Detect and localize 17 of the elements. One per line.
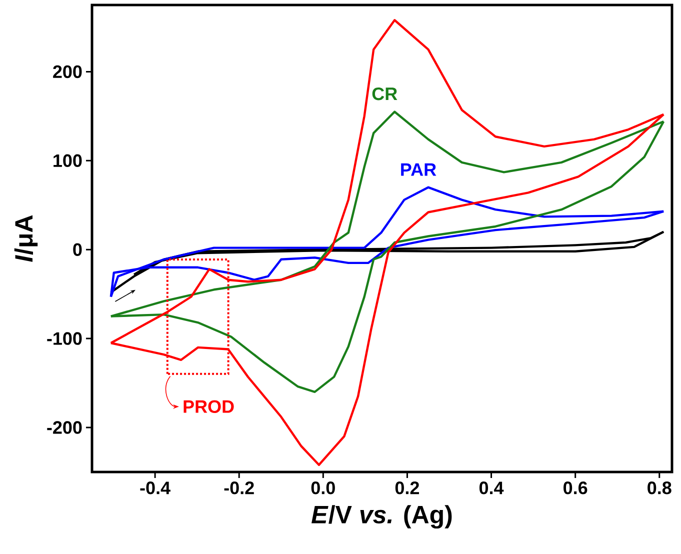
y-tick-label: -200 [47,421,82,434]
series-label: PAR [401,163,436,176]
series-label: CR [372,87,398,100]
y-tick-label: 200 [53,65,82,78]
x-tick-label: -0.4 [140,482,170,494]
x-tick-label: 0.6 [564,482,588,494]
x-tick-label: 0.0 [311,482,335,494]
y-tick-label: -100 [47,332,82,345]
x-tick-label: -0.2 [224,482,254,494]
x-axis-title: E/V vs. (Ag) [312,505,452,529]
x-tick-label: 0.2 [395,482,419,494]
y-axis-title: I/μA [14,215,38,262]
x-tick-label: 0.8 [648,482,672,494]
y-tick-label: 100 [54,154,82,168]
x-tick-label: 0.4 [479,482,504,494]
y-tick-label: 0 [73,243,82,256]
annotation: PROD [184,400,234,413]
